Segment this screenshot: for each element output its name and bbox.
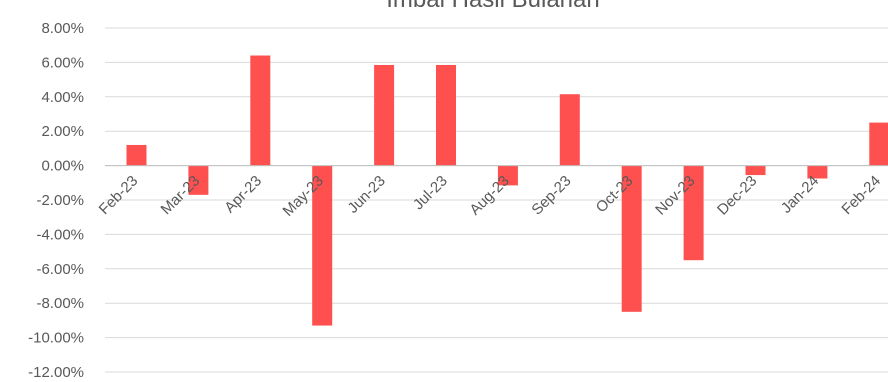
x-tick-label: Jan-24 — [778, 172, 822, 216]
chart-title: Imbal Hasil Bulanan — [386, 0, 599, 13]
bar — [436, 64, 456, 166]
y-tick-label: -2.00% — [36, 192, 84, 209]
x-tick-label: Jul-23 — [410, 172, 451, 213]
x-tick-label: Aug-23 — [467, 172, 513, 218]
y-tick-label: 4.00% — [41, 89, 84, 106]
x-tick-label: Feb-24 — [838, 172, 884, 218]
bar — [621, 165, 642, 312]
bar — [559, 94, 580, 166]
bar — [312, 165, 333, 326]
x-tick-label: Dec-23 — [714, 172, 760, 218]
bar — [745, 165, 766, 176]
y-tick-label: -4.00% — [36, 226, 84, 243]
bar — [807, 165, 828, 179]
x-tick-label: Mar-23 — [158, 172, 204, 218]
y-tick-label: 2.00% — [41, 123, 84, 140]
bar — [374, 64, 395, 166]
bar — [683, 165, 704, 261]
y-axis-ticks: 8.00% 6.00% 4.00% 2.00% 0.00% -2.00% -4.00% -6.… — [28, 20, 84, 381]
bar — [126, 144, 147, 166]
x-tick-label: Sep-23 — [528, 172, 574, 218]
bar — [869, 122, 888, 166]
bar — [250, 55, 271, 166]
x-tick-label: Jun-23 — [344, 172, 388, 216]
y-tick-label: 0.00% — [41, 158, 84, 175]
y-tick-label: -12.00% — [28, 364, 84, 381]
y-tick-label: -10.00% — [28, 330, 84, 347]
y-tick-label: 6.00% — [41, 54, 84, 71]
x-tick-label: Apr-23 — [221, 172, 265, 216]
bars — [126, 55, 888, 326]
x-tick-label: Feb-23 — [96, 172, 142, 218]
y-tick-label: 8.00% — [41, 20, 84, 37]
bar — [497, 165, 518, 186]
x-axis-labels: Feb-23 Mar-23 Apr-23 May-23 Jun-23 Jul-23 Aug-… — [96, 172, 884, 219]
bar — [188, 165, 209, 195]
y-tick-label: -8.00% — [36, 295, 84, 312]
y-tick-label: -6.00% — [36, 261, 84, 278]
